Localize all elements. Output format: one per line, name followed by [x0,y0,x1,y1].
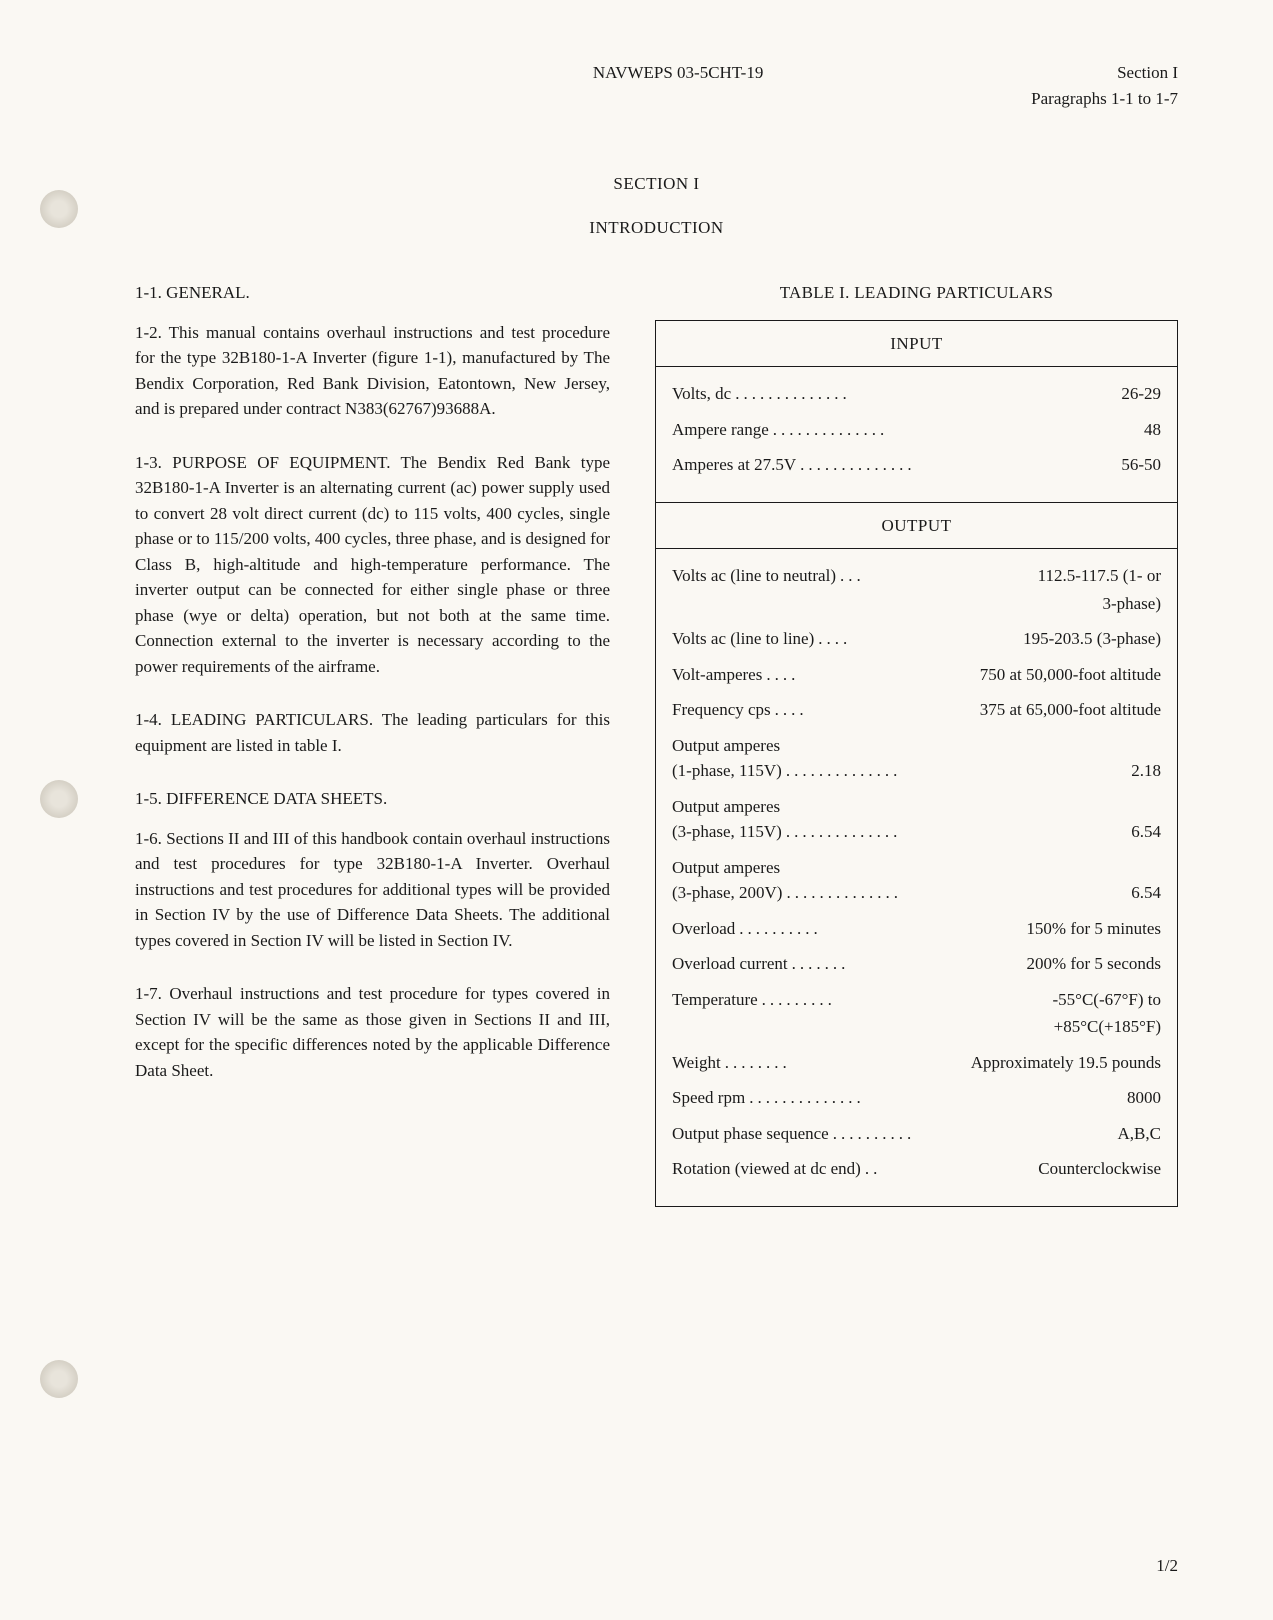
particulars-table: INPUT Volts, dc .............. 26-29 Amp… [655,320,1178,1207]
spec-dots: .. [861,1156,1038,1182]
section-title: SECTION I [135,171,1178,197]
spec-value: 56-50 [1121,452,1161,478]
spec-label: Volts, dc [672,381,731,407]
output-body: Volts ac (line to neutral) ... 112.5-117… [656,549,1177,1206]
spec-cont: 3-phase) [672,591,1161,617]
left-column: 1-1. GENERAL. 1-2. This manual contains … [135,280,610,1207]
spec-dots: ....... [788,951,1027,977]
spec-dots: .............. [782,819,1131,845]
page-header: NAVWEPS 03-5CHT-19 Section I Paragraphs … [135,60,1178,111]
doc-id: NAVWEPS 03-5CHT-19 [135,60,1031,86]
spec-dots: .... [814,626,1023,652]
spec-dots: ........ [721,1050,971,1076]
spec-value: Counterclockwise [1038,1156,1161,1182]
spec-dots: .... [762,662,979,688]
section-label: Section I [1031,60,1178,86]
spec-dots: .......... [829,1121,1118,1147]
spec-dots: .............. [745,1085,1127,1111]
section-subtitle: INTRODUCTION [135,215,1178,241]
spec-label: Frequency cps [672,697,771,723]
spec-dots: .............. [731,381,1121,407]
paper-holes [40,0,80,1620]
paragraph-1-3: 1-3. PURPOSE OF EQUIPMENT. The Bendix Re… [135,450,610,680]
spec-label: Output phase sequence [672,1121,829,1147]
spec-out-amp-3p200: Output amperes (3-phase, 200V) .........… [672,855,1161,906]
spec-value: 750 at 50,000-foot altitude [980,662,1161,688]
input-body: Volts, dc .............. 26-29 Ampere ra… [656,367,1177,502]
spec-label-top: Output amperes [672,733,1161,759]
spec-label: Overload current [672,951,788,977]
spec-value: 195-203.5 (3-phase) [1023,626,1161,652]
spec-sublabel: (1-phase, 115V) [672,758,782,784]
spec-dots: .......... [735,916,1026,942]
spec-out-amp-3p115: Output amperes (3-phase, 115V) .........… [672,794,1161,845]
heading-1-5: 1-5. DIFFERENCE DATA SHEETS. [135,786,610,812]
header-right: Section I Paragraphs 1-1 to 1-7 [1031,60,1178,111]
spec-value: 26-29 [1121,381,1161,407]
spec-label: Weight [672,1050,721,1076]
spec-speed-rpm: Speed rpm .............. 8000 [672,1085,1161,1111]
spec-value: 6.54 [1131,880,1161,906]
spec-value: 6.54 [1131,819,1161,845]
spec-value: 375 at 65,000-foot altitude [980,697,1161,723]
spec-dots: .............. [769,417,1144,443]
paragraph-range: Paragraphs 1-1 to 1-7 [1031,86,1178,112]
spec-sublabel: (3-phase, 200V) [672,880,782,906]
spec-label: Volts ac (line to neutral) [672,563,836,589]
paragraph-1-2: 1-2. This manual contains overhaul instr… [135,320,610,422]
spec-rotation: Rotation (viewed at dc end) .. Countercl… [672,1156,1161,1182]
spec-dots: ... [836,563,1038,589]
spec-value: Approximately 19.5 pounds [971,1050,1161,1076]
spec-volts-line-line: Volts ac (line to line) .... 195-203.5 (… [672,626,1161,652]
spec-phase-seq: Output phase sequence .......... A,B,C [672,1121,1161,1147]
spec-label: Ampere range [672,417,769,443]
paragraph-1-4: 1-4. LEADING PARTICULARS. The leading pa… [135,707,610,758]
spec-label: Overload [672,916,735,942]
spec-overload: Overload .......... 150% for 5 minutes [672,916,1161,942]
spec-dots: .............. [782,758,1131,784]
spec-sublabel: (3-phase, 115V) [672,819,782,845]
right-column: TABLE I. LEADING PARTICULARS INPUT Volts… [655,280,1178,1207]
spec-volts-dc: Volts, dc .............. 26-29 [672,381,1161,407]
page-number: 1/2 [1156,1553,1178,1579]
spec-dots: .............. [782,880,1131,906]
spec-value: A,B,C [1118,1121,1161,1147]
spec-weight: Weight ........ Approximately 19.5 pound… [672,1050,1161,1076]
spec-label-top: Output amperes [672,855,1161,881]
spec-value: -55°C(-67°F) to [1052,987,1161,1013]
table-caption: TABLE I. LEADING PARTICULARS [655,280,1178,306]
spec-cont: +85°C(+185°F) [672,1014,1161,1040]
paragraph-1-7: 1-7. Overhaul instructions and test proc… [135,981,610,1083]
spec-amp-range: Ampere range .............. 48 [672,417,1161,443]
input-header: INPUT [656,321,1177,368]
content-row: 1-1. GENERAL. 1-2. This manual contains … [135,280,1178,1207]
spec-value: 150% for 5 minutes [1026,916,1161,942]
spec-label: Rotation (viewed at dc end) [672,1156,861,1182]
spec-value: 8000 [1127,1085,1161,1111]
spec-label: Speed rpm [672,1085,745,1111]
spec-value: 112.5-117.5 (1- or [1038,563,1161,589]
paragraph-1-6: 1-6. Sections II and III of this handboo… [135,826,610,954]
spec-dots: ......... [758,987,1053,1013]
spec-value: 48 [1144,417,1161,443]
spec-temperature: Temperature ......... -55°C(-67°F) to [672,987,1161,1013]
spec-label: Volt-amperes [672,662,762,688]
spec-volts-line-neutral: Volts ac (line to neutral) ... 112.5-117… [672,563,1161,589]
spec-label-top: Output amperes [672,794,1161,820]
spec-overload-current: Overload current ....... 200% for 5 seco… [672,951,1161,977]
spec-amp-27v: Amperes at 27.5V .............. 56-50 [672,452,1161,478]
spec-freq-cps: Frequency cps .... 375 at 65,000-foot al… [672,697,1161,723]
spec-label: Temperature [672,987,758,1013]
spec-label: Amperes at 27.5V [672,452,796,478]
spec-dots: .............. [796,452,1121,478]
spec-value: 2.18 [1131,758,1161,784]
spec-value: 200% for 5 seconds [1026,951,1161,977]
output-header: OUTPUT [656,502,1177,550]
spec-dots: .... [771,697,980,723]
heading-1-1: 1-1. GENERAL. [135,280,610,306]
spec-out-amp-1p: Output amperes (1-phase, 115V) .........… [672,733,1161,784]
spec-label: Volts ac (line to line) [672,626,814,652]
spec-volt-amperes: Volt-amperes .... 750 at 50,000-foot alt… [672,662,1161,688]
